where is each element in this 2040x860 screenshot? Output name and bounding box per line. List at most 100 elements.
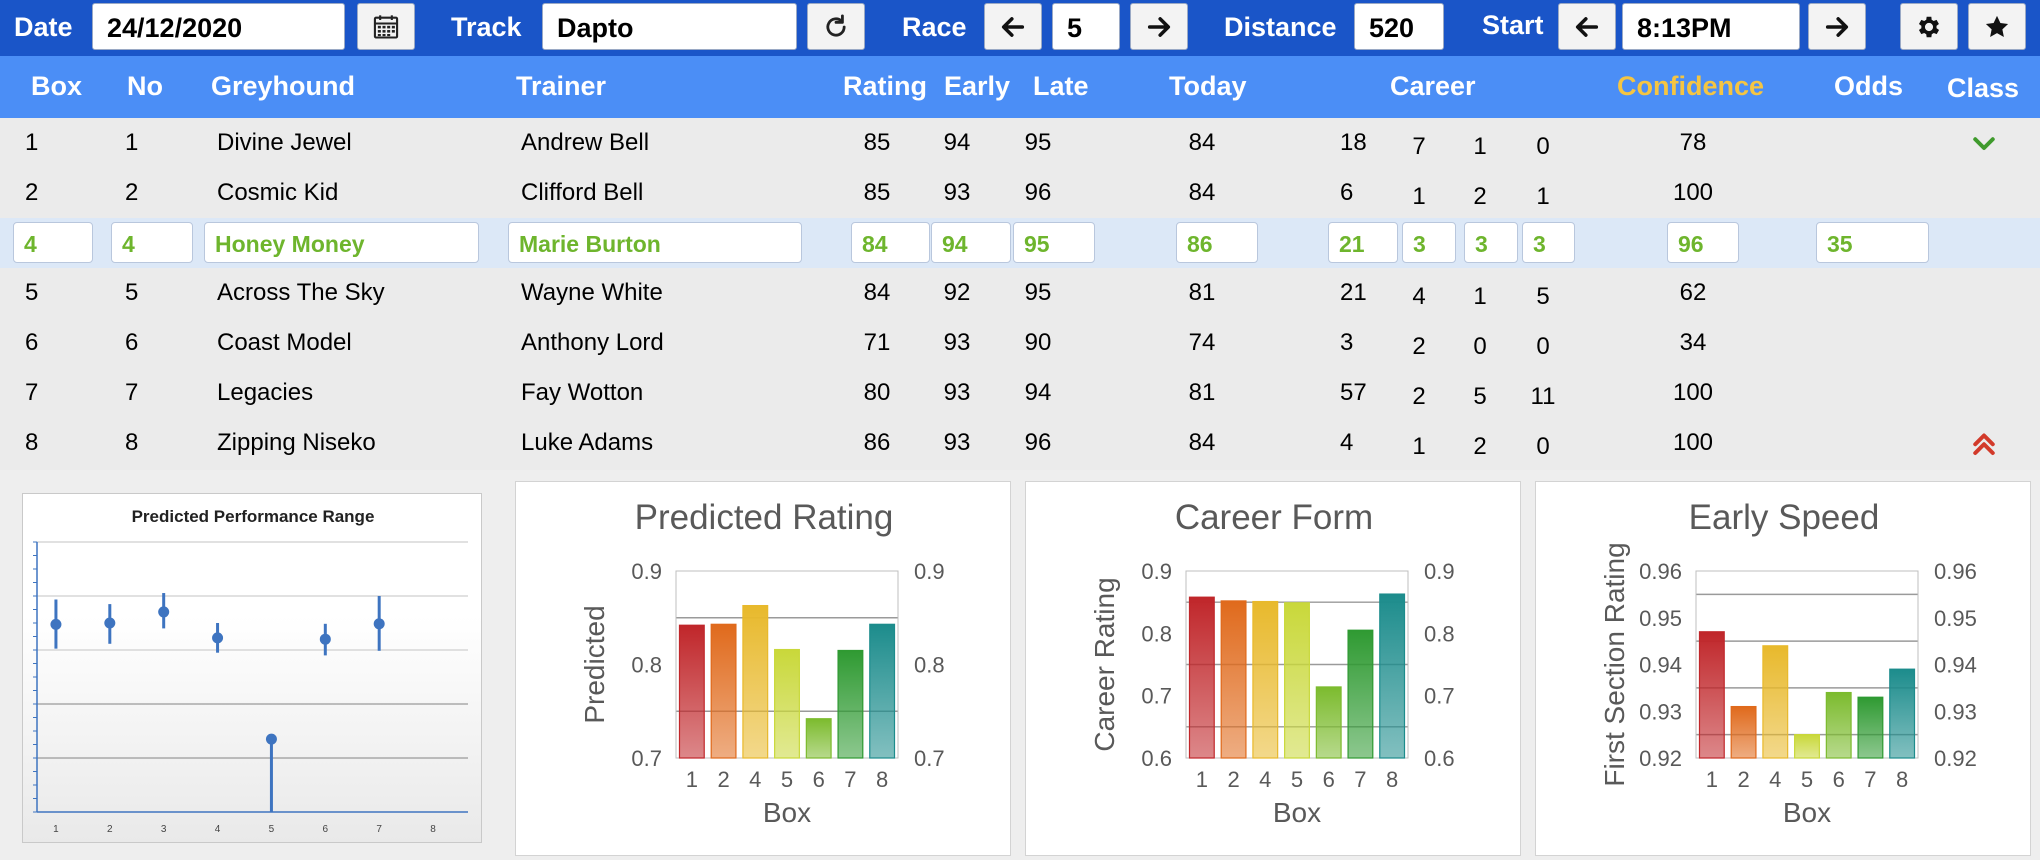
range-point: [212, 632, 224, 644]
row-early: 92: [943, 279, 971, 306]
y-axis-title: Career Rating: [1089, 577, 1120, 751]
table-row[interactable]: 6 6 Coast Model Anthony Lord 71 93 90 74 34 3 2 0 0: [0, 318, 2040, 368]
row-late: 95: [1024, 129, 1052, 156]
y2-tick-label: 0.6: [1424, 746, 1455, 771]
row-no-field[interactable]: 4: [111, 222, 193, 263]
x-tick-label: 7: [1864, 767, 1876, 792]
race-next-button[interactable]: [1130, 3, 1188, 50]
double-chevron-up-icon[interactable]: [1969, 428, 1999, 458]
y-tick-label: 0.6: [1141, 746, 1172, 771]
header-greyhound[interactable]: Greyhound: [211, 71, 356, 101]
bar-box-8: [869, 623, 896, 759]
start-time-field[interactable]: 8:13PM: [1622, 3, 1800, 50]
career-form-panel: Career Form 0.6 0.6 0.7 0.7 0.8 0.8 0.9 0.9 1 2 4 5 6…: [1025, 481, 1521, 856]
bar-box-5: [1794, 734, 1820, 759]
row-rating: 85: [863, 179, 891, 206]
chevron-down-icon[interactable]: [1969, 128, 1999, 158]
x-axis-title: Box: [763, 797, 811, 828]
favourite-button[interactable]: [1968, 3, 2026, 50]
chart-title: Early Speed: [1689, 498, 1880, 537]
row-career-field[interactable]: 21: [1328, 222, 1398, 263]
calendar-button[interactable]: [357, 3, 415, 50]
y2-tick-label: 0.95: [1934, 606, 1977, 631]
header-confidence[interactable]: Confidence: [1617, 71, 1765, 101]
row-today-field[interactable]: 86: [1176, 222, 1258, 263]
x-tick-label: 2: [1737, 767, 1749, 792]
row-confidence-field[interactable]: 96: [1667, 222, 1739, 263]
y2-tick-label: 0.7: [914, 746, 945, 771]
header-no[interactable]: No: [127, 71, 163, 101]
row-early: 93: [943, 429, 971, 456]
row-rating-field[interactable]: 84: [851, 222, 930, 263]
y-tick-label: 0.9: [1141, 559, 1172, 584]
date-field[interactable]: 24/12/2020: [92, 3, 345, 50]
settings-button[interactable]: [1900, 3, 1958, 50]
row-box-field[interactable]: 4: [13, 222, 93, 263]
bar-box-2: [1730, 705, 1757, 759]
row-greyhound-field[interactable]: Honey Money: [204, 222, 479, 263]
range-point: [158, 606, 170, 618]
row-career-stat: 3: [1340, 329, 1354, 356]
row-career-field[interactable]: 3: [1522, 222, 1575, 263]
header-career[interactable]: Career: [1390, 71, 1476, 101]
row-no: 5: [125, 279, 139, 306]
y2-tick-label: 0.8: [1424, 621, 1455, 646]
calendar-icon: [373, 14, 399, 39]
x-tick-label: 2: [1227, 767, 1239, 792]
bar-box-8: [1889, 668, 1916, 759]
row-box: 7: [25, 379, 39, 406]
header-rating[interactable]: Rating: [843, 71, 927, 101]
table-row[interactable]: 8 8 Zipping Niseko Luke Adams 86 93 96 84 100 4 1 2…: [0, 418, 2040, 468]
row-career-stat: 57: [1340, 379, 1367, 406]
table-header: Box No Greyhound Trainer Rating Early La…: [0, 56, 2040, 118]
row-career-stat: 4: [1412, 283, 1426, 310]
bar-box-7: [837, 649, 864, 759]
table-row[interactable]: 4 4 Honey Money Marie Burton 84 94 95 86 96 35 21 3…: [0, 218, 2040, 268]
range-point: [104, 617, 116, 629]
bar-box-8: [1379, 593, 1406, 759]
row-late-field[interactable]: 95: [1013, 222, 1095, 263]
x-axis-title: Box: [1273, 797, 1321, 828]
start-next-button[interactable]: [1808, 3, 1866, 50]
header-today[interactable]: Today: [1169, 71, 1247, 101]
range-point: [319, 633, 331, 645]
row-career-stat: 1: [1473, 283, 1487, 310]
row-trainer: Wayne White: [521, 279, 663, 306]
race-field[interactable]: 5: [1052, 3, 1120, 50]
chart-title: Predicted Performance Range: [132, 507, 375, 526]
row-late: 90: [1024, 329, 1052, 356]
table-row[interactable]: 5 5 Across The Sky Wayne White 84 92 95 81 62 21 4…: [0, 268, 2040, 318]
row-early-field[interactable]: 94: [931, 222, 1011, 263]
bar-box-4: [742, 604, 769, 759]
row-career-stat: 11: [1530, 383, 1556, 410]
row-rating: 86: [863, 429, 891, 456]
track-field[interactable]: Dapto: [542, 3, 797, 50]
table-row[interactable]: 7 7 Legacies Fay Wotton 80 93 94 81 100 57 2 5 11: [0, 368, 2040, 418]
row-no: 7: [125, 379, 139, 406]
row-career-stat: 2: [1412, 333, 1426, 360]
predicted-rating-panel: Predicted Rating 0.7 0.7 0.8 0.8 0.9 0.9 1 2 4 5 6 7…: [515, 481, 1011, 856]
row-career-field[interactable]: 3: [1402, 222, 1456, 263]
arrow-right-icon: [1825, 16, 1849, 37]
header-trainer[interactable]: Trainer: [516, 71, 607, 101]
row-career-field[interactable]: 3: [1464, 222, 1518, 263]
distance-field[interactable]: 520: [1354, 3, 1444, 50]
table-row[interactable]: 1 1 Divine Jewel Andrew Bell 85 94 95 84 78 18 7 1 0: [0, 118, 2040, 168]
x-tick-label: 7: [376, 824, 382, 835]
header-box[interactable]: Box: [31, 71, 83, 101]
refresh-button[interactable]: [807, 3, 865, 50]
star-icon: [1985, 15, 2009, 37]
header-early[interactable]: Early: [944, 71, 1011, 101]
race-prev-button[interactable]: [984, 3, 1042, 50]
row-greyhound: Coast Model: [217, 329, 352, 356]
row-early: 93: [943, 329, 971, 356]
header-odds[interactable]: Odds: [1834, 71, 1904, 101]
start-prev-button[interactable]: [1558, 3, 1616, 50]
header-class[interactable]: Class: [1947, 73, 2020, 103]
row-late: 95: [1024, 279, 1052, 306]
row-trainer-field[interactable]: Marie Burton: [508, 222, 802, 263]
y2-tick-label: 0.7: [1424, 684, 1455, 709]
table-row[interactable]: 2 2 Cosmic Kid Clifford Bell 85 93 96 84 100 6 1 2 1: [0, 168, 2040, 218]
row-odds-field[interactable]: 35: [1816, 222, 1929, 263]
header-late[interactable]: Late: [1033, 71, 1089, 101]
